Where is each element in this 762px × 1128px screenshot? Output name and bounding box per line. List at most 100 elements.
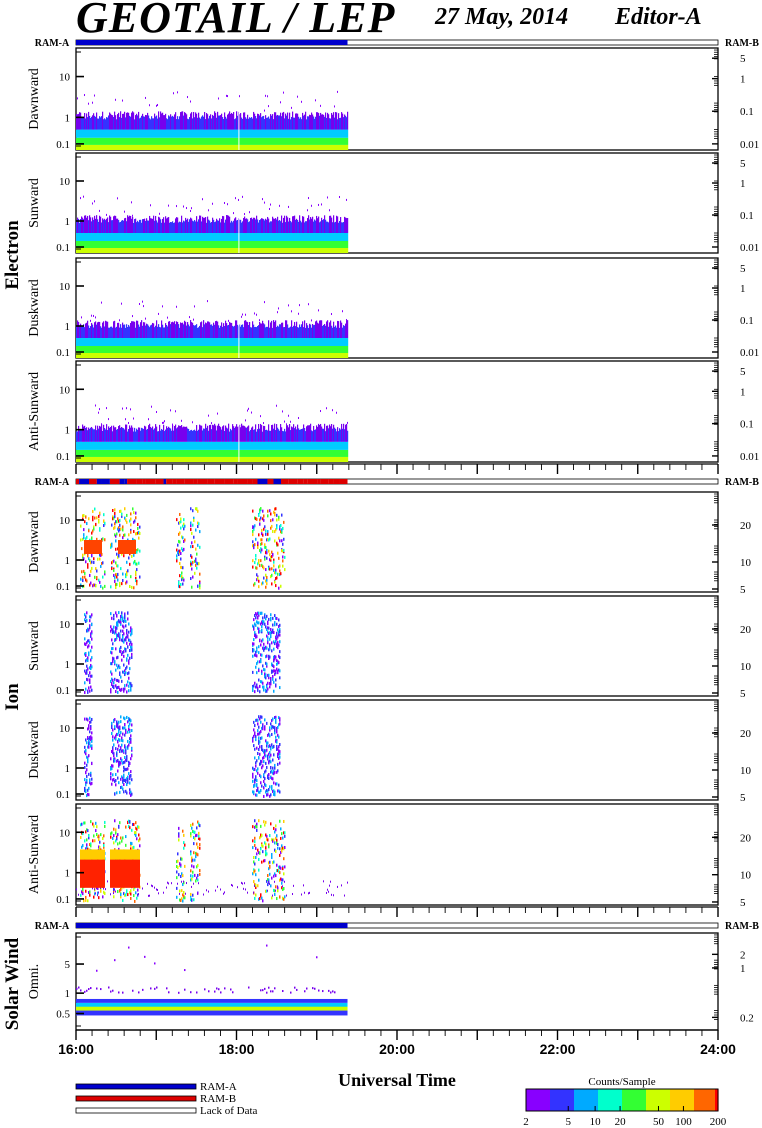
spectrum-cell (337, 427, 339, 442)
spectrum-cell (302, 456, 304, 462)
spectrum-cell (330, 248, 332, 253)
spectrum-cell (140, 456, 142, 462)
spectrum-cell (130, 144, 132, 150)
spectrum-cell (95, 522, 97, 526)
spectrum-cell (280, 353, 282, 358)
spectrum-cell (131, 144, 133, 150)
spectrum-cell (144, 338, 146, 346)
spectrum-cell (232, 129, 234, 138)
spectrum-cell (80, 583, 82, 587)
spectrum-cell (198, 456, 200, 462)
spectrum-cell (92, 449, 94, 457)
spectrum-cell (192, 456, 194, 462)
left-tick-label: 1 (65, 425, 71, 437)
spectrum-cell (335, 449, 337, 457)
spectrum-cell (225, 144, 227, 150)
spectrum-cell (104, 118, 106, 130)
spectrum-cell (131, 241, 133, 248)
spectrum-cell (79, 137, 81, 145)
spectrum-cell (209, 338, 211, 346)
spectrum-cell (82, 248, 84, 253)
spectrum-cell (204, 346, 206, 353)
spectrum-cell (154, 137, 156, 145)
spectrum-cell (202, 241, 204, 248)
spectrum-cell (225, 449, 227, 457)
spectrum-cell (179, 248, 181, 253)
spectrum-cell (273, 233, 275, 241)
spectrum-cell (144, 233, 146, 241)
spectrum-cell (151, 441, 153, 450)
spectrum-cell (215, 338, 217, 346)
spectrum-cell (273, 241, 275, 248)
spectrum-cell (333, 449, 335, 457)
spectrum-cell (93, 429, 95, 442)
spectrum-cell (266, 137, 268, 145)
spectrum-cell (93, 137, 95, 145)
spectrum-cell (251, 137, 253, 145)
spectrum-cell (265, 248, 267, 253)
spectrum-cell (292, 233, 294, 241)
spectrum-cell (261, 137, 263, 145)
spectrum-cell (162, 338, 164, 346)
spectrum-cell (166, 449, 168, 457)
spectrum-cell (237, 324, 239, 338)
spectrum-cell (98, 456, 100, 462)
spectrum-cell (89, 115, 91, 130)
spectrum-cell (241, 449, 243, 457)
spectrum-dot (84, 94, 85, 97)
spectrum-cell (303, 144, 305, 150)
spectrum-cell (125, 575, 127, 579)
spectrum-cell (263, 323, 265, 338)
spectrum-cell (136, 320, 138, 338)
spectrum-cell (172, 129, 174, 138)
spectrum-cell (269, 346, 271, 353)
spectrum-cell (255, 441, 257, 450)
spectrum-cell (220, 222, 222, 233)
spectrum-cell (138, 111, 140, 130)
spectrum-cell (87, 353, 89, 358)
spectrum-cell (287, 233, 289, 241)
spectrum-cell (119, 441, 121, 450)
spectrum-cell (289, 424, 291, 442)
spectrum-cell (123, 346, 125, 353)
spectrum-cell (231, 430, 233, 442)
spectrum-cell (115, 573, 117, 577)
spectrum-dot (264, 201, 265, 204)
spectrum-cell (168, 129, 170, 138)
spectrum-cell (311, 112, 313, 130)
spectrum-cell (287, 241, 289, 248)
spectrum-cell (344, 216, 346, 233)
spectrum-cell (294, 428, 296, 442)
spectrum-dot (264, 301, 265, 304)
spectrum-cell (112, 509, 114, 513)
spectrum-cell (200, 248, 202, 253)
spectrum-cell (290, 221, 292, 233)
spectrum-cell (209, 441, 211, 450)
spectrum-cell (89, 573, 91, 577)
spectrum-cell (294, 144, 296, 150)
spectrum-cell (182, 222, 184, 233)
spectrum-cell (312, 241, 314, 248)
spectrum-cell (215, 137, 217, 145)
spectrum-cell (79, 353, 81, 358)
spectrum-cell (297, 441, 299, 450)
spectrum-cell (121, 117, 123, 130)
spectrum-cell (290, 129, 292, 138)
spectrum-cell (145, 325, 147, 338)
spectrum-dot (90, 319, 91, 322)
spectrum-cell (234, 137, 236, 145)
spectrum-cell (121, 456, 123, 462)
spectrum-cell (316, 137, 318, 145)
spectrum-cell (133, 248, 135, 253)
spectrum-cell (230, 129, 232, 138)
spectrum-cell (326, 144, 328, 150)
spectrum-cell (90, 326, 92, 338)
spectrum-cell (210, 324, 212, 338)
spectrum-cell (187, 322, 189, 338)
spectrum-cell (80, 353, 82, 358)
spectrum-cell (119, 137, 121, 145)
spectrum-cell (212, 346, 214, 353)
spectrum-cell (206, 241, 208, 248)
spectrum-cell (207, 144, 209, 150)
spectrum-cell (307, 144, 309, 150)
